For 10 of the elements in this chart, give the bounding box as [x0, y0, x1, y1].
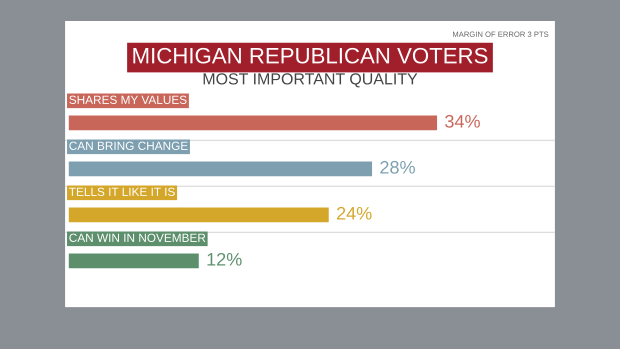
y-tick-label: TELLS IT LIKE IT IS: [69, 188, 175, 196]
y-tick-label: CAN WIN IN NOVEMBER: [69, 234, 206, 242]
data-label: 34%: [445, 114, 480, 128]
chart-subtitle: MOST IMPORTANT QUALITY: [204, 73, 418, 88]
y-tick-label: SHARES MY VALUES: [69, 96, 187, 104]
data-label: 28%: [380, 160, 415, 174]
data-label: 12%: [208, 252, 242, 266]
y-tick-label: CAN BRING CHANGE: [69, 142, 188, 150]
chart-title: MICHIGAN REPUBLICAN VOTERS: [133, 48, 488, 64]
data-label: 24%: [337, 206, 372, 220]
